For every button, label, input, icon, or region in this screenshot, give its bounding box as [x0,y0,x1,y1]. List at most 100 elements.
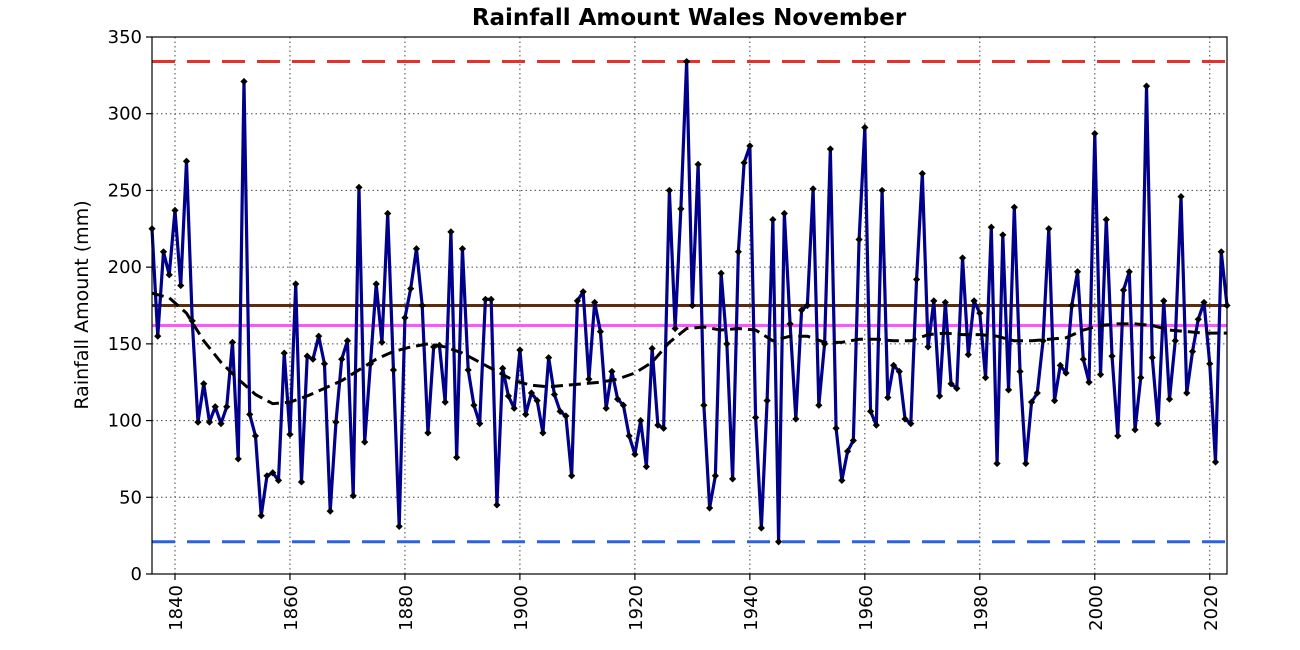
data-point [1045,225,1053,233]
data-point [372,280,380,288]
data-point [711,472,719,480]
data-point [815,401,823,409]
data-point [1188,347,1197,356]
data-point [223,403,231,411]
data-point [499,364,507,373]
data-point [648,344,656,353]
data-point [194,418,202,426]
data-point [947,380,955,388]
data-point [286,430,294,438]
data-point [1194,315,1202,323]
data-point [1022,459,1030,468]
data-point [872,421,880,429]
data-point [481,295,490,303]
data-point [855,235,863,244]
data-point [746,142,754,150]
data-point [384,209,392,218]
data-point [458,245,467,253]
data-point [1004,386,1013,394]
data-point [441,398,449,406]
data-point [637,416,645,425]
x-tick-label: 1940 [741,585,762,631]
data-point [1050,397,1059,405]
x-tick-label: 1920 [626,585,647,631]
y-tick-label: 250 [108,180,142,201]
data-point [355,183,363,191]
data-point [1027,398,1036,406]
data-point [912,275,921,284]
data-point [838,476,846,485]
data-point [188,317,196,325]
data-point [654,421,662,429]
data-point [941,298,949,307]
data-point [424,429,432,437]
data-point [1079,355,1087,363]
data-point [1073,268,1082,276]
data-point [516,346,524,354]
data-point [562,412,570,420]
data-point [568,472,576,480]
data-point [263,472,271,480]
data-point [780,209,788,218]
data-point [1177,192,1185,201]
data-point [1062,369,1070,377]
y-tick-label: 200 [108,257,142,278]
data-point [878,186,886,195]
data-point [297,478,306,486]
data-point [1114,432,1122,440]
data-point [608,367,616,376]
data-point [1102,215,1110,224]
data-point [700,401,708,409]
data-point [343,337,352,345]
data-point [591,298,599,307]
data-point [320,360,329,368]
data-point [361,438,369,446]
data-point [602,404,610,412]
x-tick-label: 1880 [396,585,417,631]
data-point [803,301,811,310]
data-point [251,432,260,440]
data-point [234,455,242,463]
data-point [953,384,961,392]
data-point [792,415,800,423]
data-point [1119,286,1128,294]
data-point [476,420,484,428]
data-point [866,407,875,415]
data-point [338,355,346,363]
data-point [200,380,208,388]
data-point [614,395,622,403]
tick-layer: 1840 1860 1880 1900 1920 1940 1960 1980 2000 2020… [108,27,1222,631]
data-point [493,501,501,509]
data-point [786,320,794,328]
data-point [999,231,1007,239]
chart-title: Rainfall Amount Wales November [472,5,907,31]
data-point [809,185,817,193]
data-point [660,424,668,432]
data-point [165,271,173,279]
data-point [843,447,852,455]
data-point [1160,297,1168,305]
data-point [527,389,536,397]
y-tick-label: 50 [119,487,142,508]
data-point [585,375,593,383]
data-point [1200,298,1208,307]
data-point [464,366,472,374]
data-point [1056,361,1064,369]
data-point [1165,395,1174,403]
data-point [775,538,783,546]
x-tick-label: 1960 [856,585,877,631]
data-point [769,215,777,224]
data-point [447,228,455,236]
data-point [487,295,495,303]
data-point [993,459,1001,468]
data-point [642,463,650,471]
data-point [395,522,403,531]
data-point [303,352,311,360]
x-tick-label: 2020 [1201,585,1222,631]
data-point [625,432,633,440]
x-tick-label: 1840 [166,585,187,631]
data-point [378,338,386,346]
data-point [1085,378,1093,386]
y-axis-label: Rainfall Amount (mm) [71,200,93,409]
